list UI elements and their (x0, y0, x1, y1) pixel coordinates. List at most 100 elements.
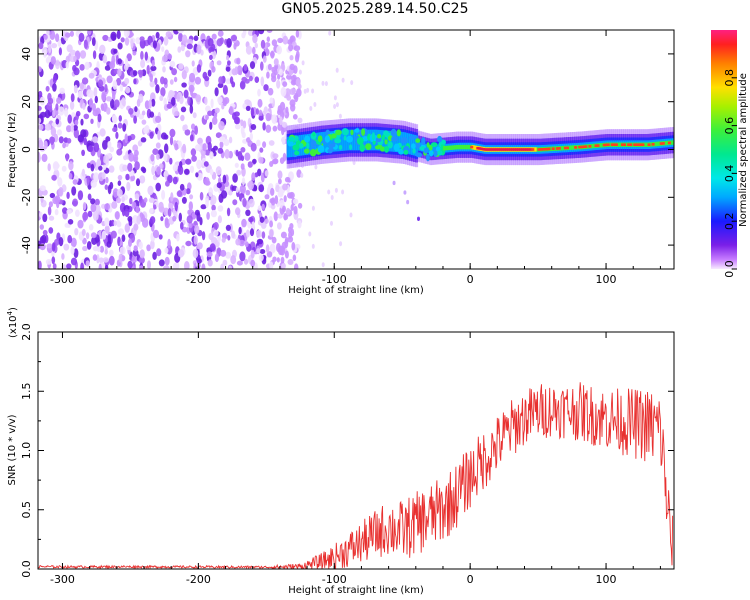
noise-speckle (252, 34, 258, 44)
noise-speckle (300, 172, 304, 178)
noise-speckle (61, 253, 65, 260)
ridge-peak (557, 147, 561, 150)
noise-speckle (311, 88, 315, 94)
noise-speckle (100, 103, 105, 111)
noise-speckle (41, 153, 48, 163)
noise-speckle (151, 165, 156, 176)
noise-speckle (90, 118, 94, 125)
noise-speckle (266, 71, 270, 79)
noise-speckle (66, 138, 72, 144)
noise-speckle (70, 237, 77, 248)
noise-speckle (284, 250, 289, 259)
noise-speckle (211, 33, 217, 40)
noise-speckle (190, 86, 194, 97)
noise-speckle (249, 228, 255, 237)
noise-speckle (104, 225, 110, 234)
ridge-peak (551, 147, 555, 150)
noise-speckle (281, 263, 287, 269)
noise-speckle (248, 75, 253, 82)
noise-speckle (258, 30, 265, 35)
noise-speckle (112, 91, 116, 100)
noise-speckle (124, 133, 128, 144)
noise-speckle (161, 46, 165, 52)
noise-speckle (217, 96, 223, 104)
noise-speckle (264, 194, 270, 200)
ridge-peak (513, 148, 516, 151)
noise-speckle (240, 163, 245, 170)
noise-speckle (110, 31, 117, 41)
noise-speckle (89, 98, 93, 108)
noise-speckle (64, 107, 69, 117)
noise-speckle (270, 197, 276, 206)
ridge-peak (651, 143, 655, 146)
noise-speckle (255, 108, 259, 115)
noise-speckle (165, 31, 172, 38)
ridge-core (467, 144, 471, 150)
noise-speckle (180, 222, 184, 230)
ridge-peak (537, 148, 541, 151)
ridge-peak (633, 143, 637, 146)
noise-speckle (90, 198, 96, 205)
noise-speckle (209, 54, 213, 61)
noise-speckle (105, 96, 112, 102)
noise-speckle (330, 195, 334, 200)
noise-speckle (303, 88, 307, 94)
ridge-peak (508, 148, 512, 151)
noise-speckle (254, 172, 259, 178)
noise-speckle (257, 98, 263, 108)
noise-speckle (258, 156, 264, 164)
noise-speckle (236, 65, 243, 75)
ridge-peak (521, 148, 525, 151)
y-tick-label: -20 (20, 188, 33, 206)
noise-speckle (135, 205, 140, 214)
noise-speckle (112, 115, 118, 124)
noise-speckle (147, 185, 154, 196)
noise-speckle (39, 96, 46, 106)
ridge-blob (393, 143, 400, 152)
ridge-blob (400, 137, 408, 144)
ridge-blob (335, 129, 342, 136)
noise-speckle (104, 184, 109, 190)
noise-speckle (102, 34, 109, 42)
noise-speckle (241, 218, 247, 228)
y-tick-label: 20 (20, 95, 33, 109)
noise-speckle (287, 39, 292, 45)
noise-speckle (232, 173, 238, 183)
noise-speckle (70, 93, 75, 102)
noise-speckle (287, 259, 294, 265)
ridge-blob (354, 128, 360, 133)
noise-speckle (177, 30, 184, 34)
ridge-peak (621, 143, 624, 146)
ridge-peak (488, 148, 492, 151)
ridge-blob (415, 138, 421, 143)
x-tick-label: 0 (467, 273, 474, 286)
ridge-peak (500, 148, 504, 151)
noise-speckle (223, 138, 230, 147)
noise-speckle (47, 163, 51, 172)
noise-speckle (128, 152, 135, 162)
noise-speckle (126, 181, 131, 192)
noise-speckle (82, 201, 87, 211)
y-tick-label: 0.5 (20, 501, 33, 519)
noise-speckle (105, 176, 109, 184)
ridge-core (447, 145, 451, 151)
noise-speckle (99, 153, 104, 163)
noise-speckle (54, 208, 59, 216)
noise-speckle (244, 152, 251, 161)
noise-speckle (96, 246, 101, 252)
noise-speckle (197, 137, 203, 145)
noise-speckle (216, 60, 222, 66)
noise-speckle (117, 122, 123, 129)
ridge-band (398, 131, 402, 153)
noise-speckle (139, 265, 144, 269)
noise-speckle (123, 155, 128, 161)
noise-speckle (219, 136, 226, 143)
noise-speckle (403, 190, 407, 195)
ridge-core (465, 144, 469, 150)
ridge-blob (362, 136, 369, 142)
noise-speckle (122, 164, 128, 172)
noise-speckle (83, 137, 88, 146)
noise-speckle (406, 199, 410, 205)
noise-speckle (144, 51, 148, 61)
noise-speckle (137, 69, 144, 75)
